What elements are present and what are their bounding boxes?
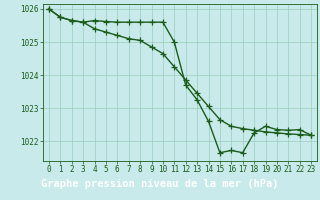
- Text: Graphe pression niveau de la mer (hPa): Graphe pression niveau de la mer (hPa): [41, 179, 279, 189]
